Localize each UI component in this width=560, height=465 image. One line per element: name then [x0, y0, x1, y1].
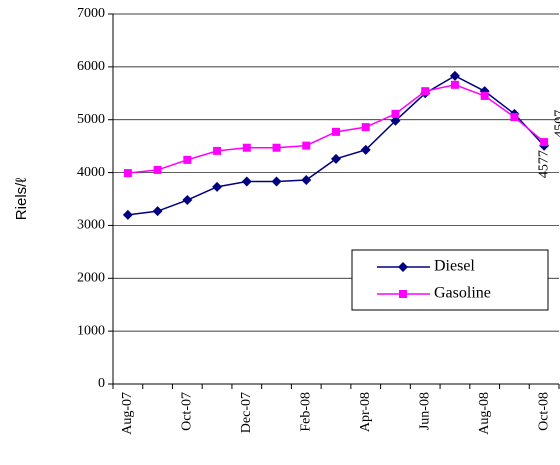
x-tick-label: Aug-08: [477, 392, 492, 435]
legend-label: Diesel: [434, 258, 475, 275]
point: [302, 141, 311, 150]
point: [271, 176, 282, 187]
x-tick-label: Aug-07: [120, 392, 135, 435]
point: [301, 174, 312, 185]
point: [361, 123, 370, 132]
point: [272, 143, 281, 152]
x-tick-label: Jun-08: [417, 392, 432, 430]
legend-marker: [398, 262, 408, 272]
legend-label: Gasoline: [434, 285, 491, 302]
point: [183, 155, 192, 164]
point: [510, 113, 519, 122]
point: [391, 109, 400, 118]
point: [123, 169, 132, 178]
legend-marker: [399, 290, 407, 298]
y-axis-label: Riels/ℓ: [13, 178, 30, 221]
y-tick-label: 0: [98, 376, 105, 391]
point: [390, 115, 401, 126]
y-tick-label: 1000: [77, 323, 105, 338]
x-tick-label: Oct-08: [536, 392, 551, 431]
point: [332, 127, 340, 136]
point: [213, 146, 222, 155]
point: [480, 91, 489, 100]
point: [450, 80, 459, 89]
data-label: 4577: [536, 150, 551, 178]
point: [122, 209, 133, 220]
point: [152, 206, 163, 217]
point: [331, 153, 341, 164]
point: [241, 176, 252, 187]
point: [153, 165, 162, 174]
y-tick-label: 2000: [77, 271, 105, 286]
point: [449, 70, 460, 81]
data-label: 4507: [552, 110, 560, 138]
x-tick-label: Oct-07: [180, 392, 195, 431]
point: [242, 143, 251, 152]
x-tick-label: Dec-07: [239, 392, 254, 433]
point: [182, 195, 193, 206]
x-tick-label: Feb-08: [298, 392, 313, 432]
point: [421, 87, 430, 96]
y-tick-label: 3000: [77, 218, 105, 233]
point: [212, 181, 223, 192]
y-tick-label: 7000: [77, 6, 105, 21]
y-tick-label: 5000: [77, 112, 105, 127]
y-tick-label: 4000: [77, 165, 105, 180]
legend-box: [351, 249, 549, 311]
point: [540, 138, 549, 147]
x-tick-label: Apr-08: [358, 392, 373, 432]
y-tick-label: 6000: [77, 59, 105, 74]
point: [360, 144, 371, 155]
